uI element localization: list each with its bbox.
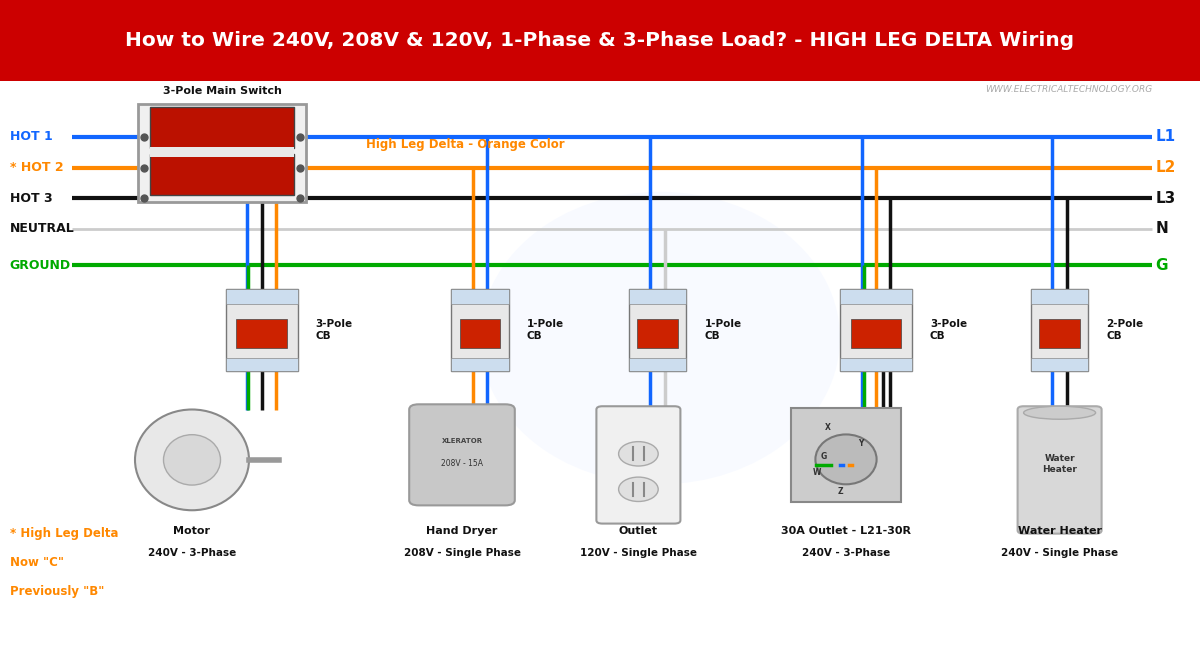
Text: W: W — [814, 469, 822, 478]
Text: GROUND: GROUND — [10, 259, 71, 272]
Text: 1-Pole
CB: 1-Pole CB — [704, 319, 742, 341]
Ellipse shape — [619, 441, 659, 466]
Text: High Leg Delta - Orange Color: High Leg Delta - Orange Color — [366, 138, 565, 151]
Text: Motor: Motor — [174, 526, 210, 536]
Text: 240V - Single Phase: 240V - Single Phase — [1001, 548, 1118, 558]
Text: 3-Pole
CB: 3-Pole CB — [930, 319, 967, 341]
Text: Now "C": Now "C" — [10, 556, 64, 569]
Text: 2-Pole
CB: 2-Pole CB — [1106, 319, 1144, 341]
Bar — [150, 147, 294, 157]
Bar — [840, 289, 912, 304]
Bar — [851, 319, 901, 348]
FancyBboxPatch shape — [1018, 406, 1102, 534]
Text: G: G — [821, 452, 827, 461]
Text: 208V - 15A: 208V - 15A — [442, 460, 482, 469]
Text: XLERATOR: XLERATOR — [442, 438, 482, 444]
Bar — [451, 289, 509, 370]
Bar — [637, 319, 678, 348]
Text: How to Wire 240V, 208V & 120V, 1-Phase & 3-Phase Load? - HIGH LEG DELTA Wiring: How to Wire 240V, 208V & 120V, 1-Phase &… — [126, 31, 1074, 50]
Text: G: G — [1156, 257, 1168, 273]
Bar — [451, 358, 509, 370]
Text: L2: L2 — [1156, 160, 1176, 176]
Text: Outlet: Outlet — [619, 526, 658, 536]
Text: X: X — [824, 423, 830, 432]
Bar — [629, 358, 686, 370]
Text: L1: L1 — [1156, 129, 1176, 144]
FancyBboxPatch shape — [409, 404, 515, 506]
Bar — [840, 289, 912, 370]
Text: 208V - Single Phase: 208V - Single Phase — [403, 548, 521, 558]
Text: Y: Y — [859, 439, 864, 448]
Ellipse shape — [1024, 406, 1096, 419]
Text: * HOT 2: * HOT 2 — [10, 161, 64, 174]
Bar — [138, 104, 306, 202]
Bar — [236, 319, 287, 348]
Text: Previously "B": Previously "B" — [10, 585, 104, 598]
FancyBboxPatch shape — [792, 408, 900, 502]
Bar — [460, 319, 500, 348]
Text: Water
Heater: Water Heater — [1042, 454, 1078, 474]
Ellipse shape — [816, 434, 876, 484]
Ellipse shape — [619, 477, 659, 502]
Bar — [629, 289, 686, 370]
Text: 120V - Single Phase: 120V - Single Phase — [580, 548, 697, 558]
Text: Z: Z — [838, 487, 844, 495]
Text: 240V - 3-Phase: 240V - 3-Phase — [148, 548, 236, 558]
Bar — [1039, 319, 1080, 348]
Text: HOT 1: HOT 1 — [10, 130, 53, 143]
FancyBboxPatch shape — [596, 406, 680, 524]
Text: 3-Pole
CB: 3-Pole CB — [316, 319, 353, 341]
Bar — [226, 289, 298, 370]
Bar — [1031, 358, 1088, 370]
Ellipse shape — [134, 410, 250, 510]
Bar — [629, 289, 686, 304]
Bar — [0, 0, 1200, 81]
Text: 30A Outlet - L21-30R: 30A Outlet - L21-30R — [781, 526, 911, 536]
Text: NEUTRAL: NEUTRAL — [10, 222, 74, 235]
Bar — [451, 289, 509, 304]
Bar — [840, 358, 912, 370]
Text: 1-Pole
CB: 1-Pole CB — [527, 319, 564, 341]
Bar — [150, 107, 294, 148]
Text: 3-Pole Main Switch: 3-Pole Main Switch — [162, 86, 282, 96]
Ellipse shape — [480, 192, 840, 484]
Text: 240V - 3-Phase: 240V - 3-Phase — [802, 548, 890, 558]
Text: * High Leg Delta: * High Leg Delta — [10, 526, 118, 539]
Bar — [226, 289, 298, 304]
Bar — [1031, 289, 1088, 370]
Ellipse shape — [163, 435, 221, 485]
Text: Hand Dryer: Hand Dryer — [426, 526, 498, 536]
Text: Water Heater: Water Heater — [1018, 526, 1102, 536]
Text: WWW.ELECTRICALTECHNOLOGY.ORG: WWW.ELECTRICALTECHNOLOGY.ORG — [985, 85, 1152, 94]
Bar — [226, 358, 298, 370]
Text: L3: L3 — [1156, 190, 1176, 206]
Text: N: N — [1156, 221, 1169, 237]
Bar — [150, 154, 294, 195]
Bar — [1031, 289, 1088, 304]
Text: HOT 3: HOT 3 — [10, 192, 53, 205]
